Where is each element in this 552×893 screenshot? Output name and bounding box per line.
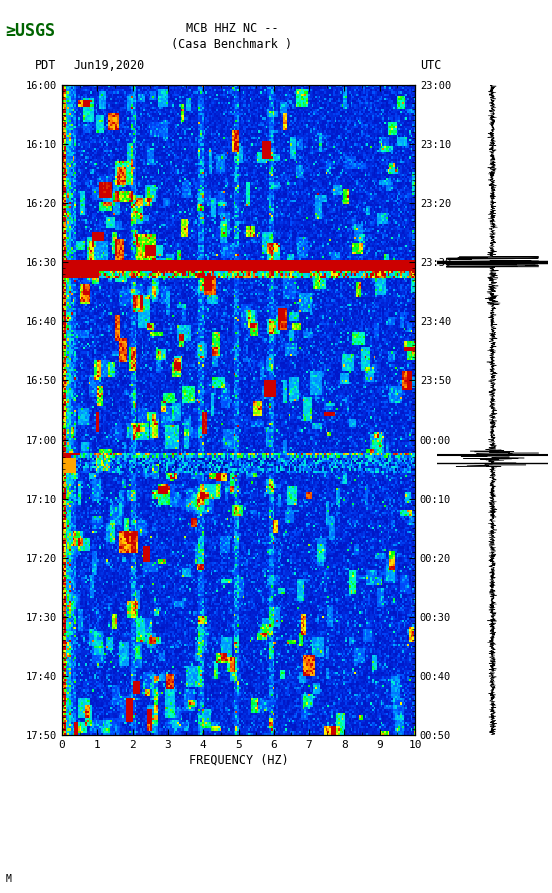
Text: (Casa Benchmark ): (Casa Benchmark ) <box>171 38 293 51</box>
Text: Jun19,2020: Jun19,2020 <box>73 59 144 72</box>
Text: M: M <box>6 874 12 884</box>
Text: ≥USGS: ≥USGS <box>6 22 56 40</box>
Text: PDT: PDT <box>34 59 56 72</box>
X-axis label: FREQUENCY (HZ): FREQUENCY (HZ) <box>189 754 288 767</box>
Text: MCB HHZ NC --: MCB HHZ NC -- <box>185 22 278 36</box>
Text: UTC: UTC <box>421 59 442 72</box>
